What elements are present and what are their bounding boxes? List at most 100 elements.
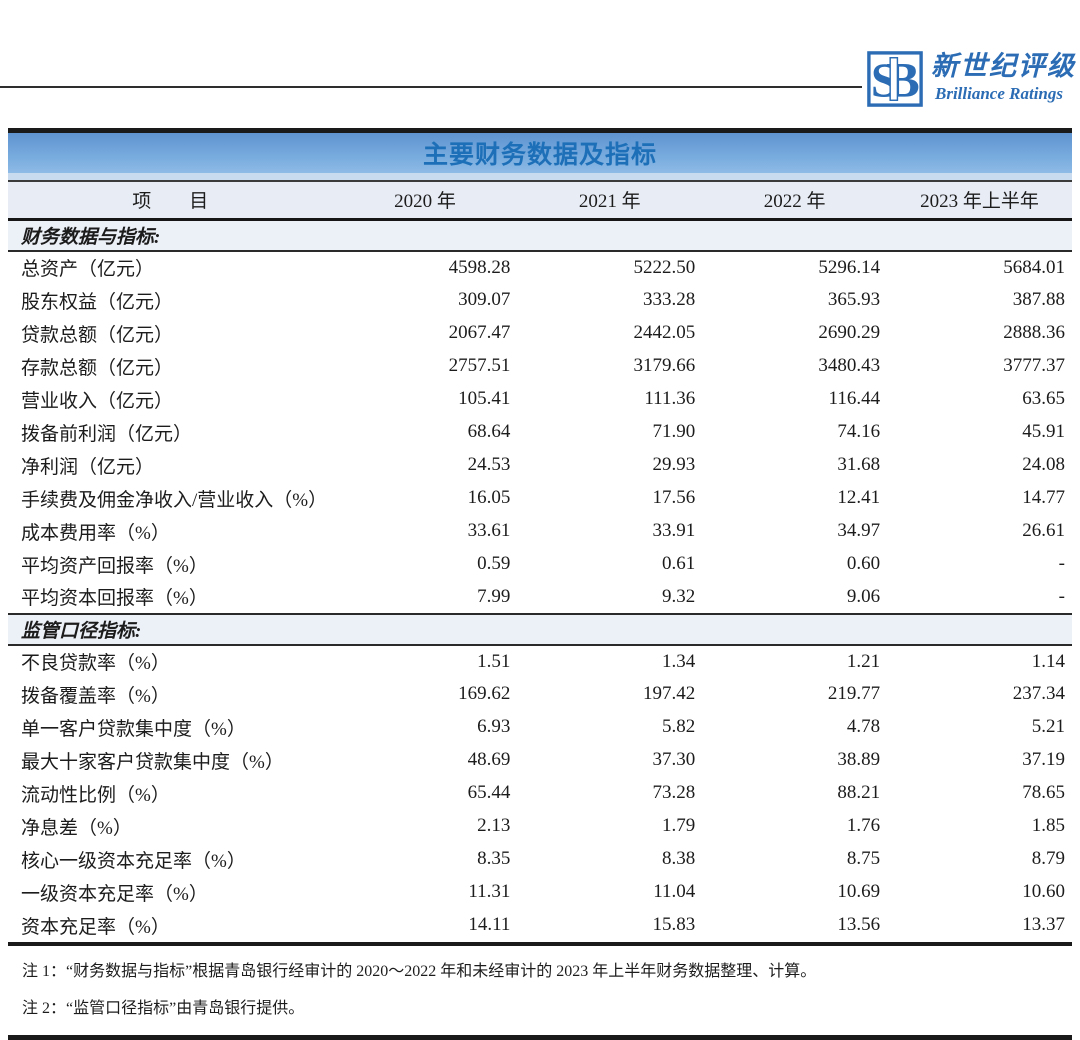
row-value: 17.56	[652, 487, 696, 508]
table-row: 流动性比例（%） 65.44 73.28 88.21 78.65	[8, 777, 1072, 810]
row-value: 11.31	[468, 881, 511, 902]
row-value: 68.64	[467, 421, 511, 442]
row-label: 单一客户贷款集中度（%）	[21, 718, 246, 740]
table-top-border	[8, 128, 1072, 133]
row-value: 37.19	[1022, 749, 1065, 770]
row-label: 存款总额（亿元）	[21, 357, 174, 379]
table-row: 营业收入（亿元） 105.41 111.36 116.44 63.65	[8, 383, 1072, 416]
table-row: 单一客户贷款集中度（%） 6.93 5.82 4.78 5.21	[8, 711, 1072, 744]
row-value: 78.65	[1022, 782, 1065, 803]
row-value: 237.34	[1012, 683, 1065, 704]
row-value: 2067.47	[448, 322, 511, 343]
brand-name-en: Brilliance Ratings	[935, 83, 1063, 103]
row-value: 14.77	[1022, 487, 1065, 508]
row-value: 116.44	[828, 388, 881, 409]
footnotes: 注 1：“财务数据与指标”根据青岛银行经审计的 2020～2022 年和未经审计…	[8, 946, 1072, 1035]
row-value: 0.61	[661, 553, 696, 574]
row-label: 股东权益（亿元）	[21, 291, 174, 313]
section-header: 财务数据与指标:	[8, 218, 1072, 252]
row-value: 34.97	[837, 520, 881, 541]
page-bottom-border	[8, 1034, 1072, 1040]
row-value: 219.77	[827, 683, 881, 704]
row-value: 11.04	[653, 881, 696, 902]
row-label: 最大十家客户贷款集中度（%）	[21, 751, 284, 773]
row-value: 16.05	[467, 487, 511, 508]
row-value: 12.41	[837, 487, 881, 508]
row-value: 29.93	[652, 454, 696, 475]
column-header-item: 项 目	[8, 182, 333, 221]
row-label: 手续费及佣金净收入/营业收入（%）	[21, 489, 328, 511]
row-value: 1.34	[661, 650, 696, 672]
row-value: 4598.28	[448, 256, 511, 278]
row-value: 5.21	[1031, 716, 1065, 737]
section-header-row: 财务数据与指标:	[8, 218, 1072, 252]
table-row: 一级资本充足率（%） 11.31 11.04 10.69 10.60	[8, 876, 1072, 909]
row-label: 拨备覆盖率（%）	[21, 685, 170, 707]
row-value: 1.51	[477, 650, 511, 672]
row-value: 5684.01	[1003, 256, 1065, 278]
table-row: 净利润（亿元） 24.53 29.93 31.68 24.08	[8, 449, 1072, 482]
row-value: 74.16	[837, 421, 881, 442]
row-label: 一级资本充足率（%）	[21, 883, 208, 905]
sb-monogram-icon: S B	[867, 51, 923, 107]
row-value: 33.61	[467, 520, 511, 541]
row-label: 拨备前利润（亿元）	[21, 423, 193, 445]
row-value: 1.14	[1031, 650, 1065, 672]
row-value: 8.79	[1031, 848, 1065, 869]
brand-text: 新世纪评级 Brilliance Ratings	[931, 50, 1076, 103]
column-header-2023h1: 2023 年上半年	[887, 182, 1072, 221]
section-header: 监管口径指标:	[8, 612, 1072, 646]
row-label: 平均资本回报率（%）	[21, 588, 208, 609]
table-row: 存款总额（亿元） 2757.51 3179.66 3480.43 3777.37	[8, 350, 1072, 383]
column-header-2021: 2021 年	[517, 182, 703, 221]
column-header-row: 项 目 2020 年 2021 年 2022 年 2023 年上半年	[8, 182, 1072, 221]
row-value: 9.32	[661, 585, 696, 607]
table-row: 核心一级资本充足率（%） 8.35 8.38 8.75 8.79	[8, 843, 1072, 876]
table-row: 拨备覆盖率（%） 169.62 197.42 219.77 237.34	[8, 678, 1072, 711]
row-label: 总资产（亿元）	[21, 259, 155, 280]
row-value: 63.65	[1022, 388, 1065, 409]
header-divider	[0, 86, 862, 88]
table-row: 股东权益（亿元） 309.07 333.28 365.93 387.88	[8, 284, 1072, 317]
row-value: 5296.14	[818, 256, 881, 278]
table-row: 平均资本回报率（%） 7.99 9.32 9.06 -	[8, 581, 1072, 614]
financial-table-container: 主要财务数据及指标 项 目 2020 年 2021 年 2022 年 2023 …	[8, 128, 1072, 946]
brand-logo: S B 新世纪评级 Brilliance Ratings	[866, 50, 1076, 108]
brand-name-cn: 新世纪评级	[931, 51, 1076, 81]
row-value: 24.53	[467, 454, 511, 475]
row-value: 14.11	[468, 914, 511, 935]
row-value: 309.07	[458, 289, 511, 310]
row-label: 净利润（亿元）	[21, 456, 155, 478]
row-value: 8.75	[846, 848, 881, 869]
table-row: 拨备前利润（亿元） 68.64 71.90 74.16 45.91	[8, 416, 1072, 449]
row-label: 净息差（%）	[21, 817, 132, 839]
row-value: 169.62	[458, 683, 511, 704]
row-value: 24.08	[1022, 454, 1065, 475]
row-value: 8.35	[477, 848, 511, 869]
row-value: 9.06	[846, 585, 881, 607]
row-value: 2442.05	[633, 322, 696, 343]
row-value: 10.60	[1022, 881, 1065, 902]
table-row: 总资产（亿元） 4598.28 5222.50 5296.14 5684.01	[8, 251, 1072, 284]
row-label: 核心一级资本充足率（%）	[21, 850, 246, 872]
section-header-row: 监管口径指标:	[8, 612, 1072, 646]
row-value: 197.42	[642, 683, 696, 704]
footnote-1: 注 1：“财务数据与指标”根据青岛银行经审计的 2020～2022 年和未经审计…	[22, 962, 817, 980]
table-row: 平均资产回报率（%） 0.59 0.61 0.60 -	[8, 548, 1072, 581]
row-label: 平均资产回报率（%）	[21, 555, 208, 577]
row-value: 111.36	[644, 388, 696, 409]
row-value: 3179.66	[633, 355, 696, 376]
row-value: 10.69	[837, 881, 881, 902]
row-value: 5222.50	[633, 256, 696, 278]
row-value: 31.68	[837, 454, 881, 475]
row-value: 2.13	[477, 815, 511, 836]
row-value: 0.60	[846, 553, 881, 574]
row-value: 4.78	[846, 716, 881, 737]
row-label: 贷款总额（亿元）	[21, 324, 174, 346]
table-row: 贷款总额（亿元） 2067.47 2442.05 2690.29 2888.36	[8, 317, 1072, 350]
row-value: 6.93	[477, 716, 511, 737]
row-value: 2757.51	[448, 355, 511, 376]
table-row: 不良贷款率（%） 1.51 1.34 1.21 1.14	[8, 645, 1072, 678]
row-value: -	[1058, 585, 1065, 607]
row-label: 营业收入（亿元）	[21, 390, 174, 412]
